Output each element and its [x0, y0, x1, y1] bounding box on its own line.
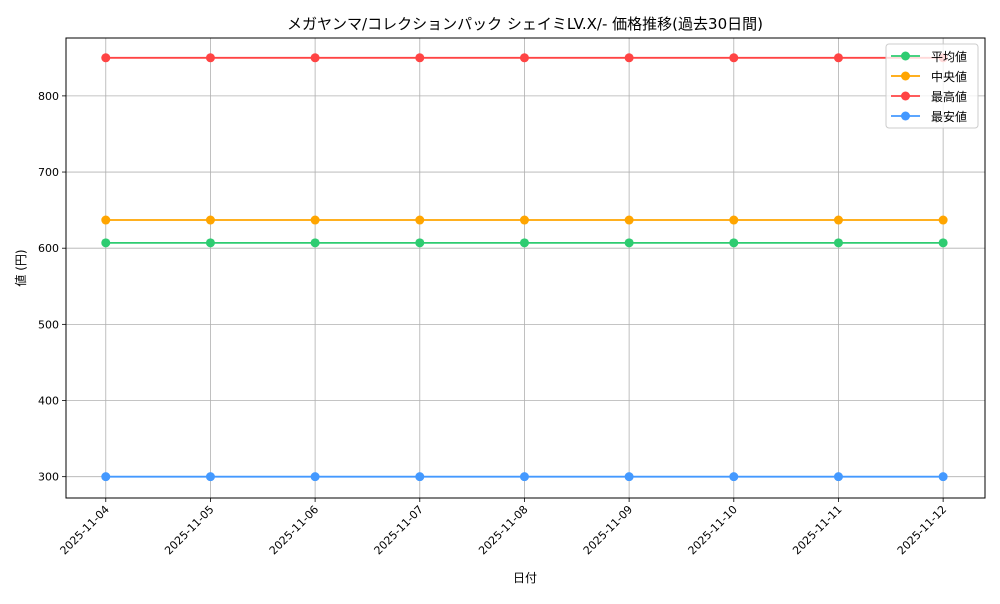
axes: 2025-11-04 2025-11-05 2025-11-06 2025-11-07… [38, 37, 986, 557]
data-point [519, 472, 529, 482]
legend-marker [901, 71, 910, 81]
data-point [624, 53, 634, 63]
data-point [101, 215, 111, 225]
legend-label: 中央値 [931, 69, 967, 84]
data-point [101, 53, 111, 63]
legend-label: 最安値 [931, 109, 967, 124]
data-point [833, 472, 843, 482]
data-point [833, 215, 843, 225]
y-tick-label: 800 [38, 90, 59, 103]
data-point [415, 53, 425, 63]
data-point [729, 238, 739, 248]
data-point [624, 238, 634, 248]
x-axis-label: 日付 [513, 571, 537, 585]
chart-title: メガヤンマ/コレクションパック シェイミLV.X/- 価格推移(過去30日間) [287, 15, 763, 33]
y-tick-label: 700 [38, 166, 59, 179]
legend-label: 最高値 [931, 89, 967, 104]
x-tick-label: 2025-11-12 [895, 503, 949, 557]
x-tick-label: 2025-11-07 [372, 503, 426, 557]
y-tick-label: 300 [38, 471, 59, 484]
data-point [205, 238, 215, 248]
data-point [205, 53, 215, 63]
data-point [205, 215, 215, 225]
data-point [938, 472, 948, 482]
plot-frame [65, 37, 986, 499]
x-tick-label: 2025-11-06 [267, 503, 321, 557]
x-tick-label: 2025-11-09 [581, 503, 635, 557]
y-tick-label: 400 [38, 395, 59, 408]
y-axis-label: 値 (円) [13, 249, 28, 286]
legend-marker [901, 91, 910, 101]
data-point [310, 53, 320, 63]
grid [66, 38, 985, 498]
data-point [310, 238, 320, 248]
data-point [519, 215, 529, 225]
x-tick-label: 2025-11-11 [790, 503, 844, 557]
data-point [938, 238, 948, 248]
x-tick-label: 2025-11-04 [57, 503, 111, 557]
x-tick-label: 2025-11-05 [162, 503, 216, 557]
x-tick-label: 2025-11-08 [476, 503, 530, 557]
data-point [310, 215, 320, 225]
data-point [729, 472, 739, 482]
data-point [205, 472, 215, 482]
data-point [310, 472, 320, 482]
data-point [101, 238, 111, 248]
data-point [519, 53, 529, 63]
data-point [101, 472, 111, 482]
data-point [938, 215, 948, 225]
legend-box [885, 43, 979, 129]
data-point [833, 238, 843, 248]
data-point [415, 215, 425, 225]
legend-marker [901, 51, 910, 61]
series-group [101, 53, 948, 482]
data-point [624, 472, 634, 482]
data-point [729, 215, 739, 225]
data-point [415, 238, 425, 248]
y-tick-label: 500 [38, 318, 59, 331]
data-point [415, 472, 425, 482]
x-tick-label: 2025-11-10 [686, 503, 740, 557]
legend-marker [901, 111, 910, 121]
data-point [519, 238, 529, 248]
y-tick-label: 600 [38, 242, 59, 255]
data-point [729, 53, 739, 63]
data-point [833, 53, 843, 63]
data-point [624, 215, 634, 225]
legend-label: 平均値 [931, 49, 967, 64]
